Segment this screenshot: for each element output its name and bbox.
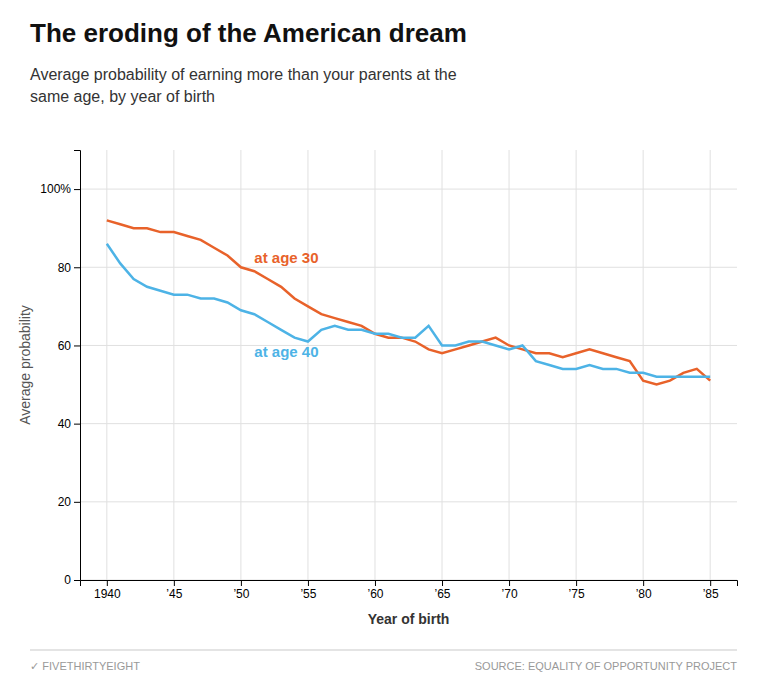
grid-line-x (240, 150, 241, 580)
footer-rule (30, 650, 737, 651)
x-tick-mark (174, 580, 175, 586)
x-tick-label: ’60 (367, 587, 383, 601)
grid-line-x (576, 150, 577, 580)
grid-line-x (442, 150, 443, 580)
y-tick: 80 (58, 261, 80, 275)
x-tick: ’45 (166, 580, 182, 601)
x-tick: 1940 (94, 580, 121, 601)
subtitle-line: same age, by year of birth (30, 88, 215, 105)
x-tick-label: ’50 (233, 587, 249, 601)
x-tick: ’55 (300, 580, 316, 601)
x-tick-label: ’80 (636, 587, 652, 601)
y-tick: 60 (58, 339, 80, 353)
x-tick: ’50 (233, 580, 249, 601)
series-line (107, 220, 710, 384)
x-tick-mark (576, 580, 577, 586)
grid-line-x (710, 150, 711, 580)
x-tick-label: ’45 (166, 587, 182, 601)
y-tick-label: 100% (40, 182, 71, 196)
y-tick-mark (74, 345, 80, 346)
x-tick-label: ’85 (703, 587, 719, 601)
footer-text: ✓ FIVETHIRTYEIGHT (30, 660, 140, 672)
y-tick: 0 (64, 573, 80, 587)
x-tick: ’75 (569, 580, 585, 601)
y-tick-mark (74, 580, 80, 581)
y-tick-label: 80 (58, 261, 72, 275)
x-tick-mark (710, 580, 711, 586)
x-tick: ’70 (502, 580, 518, 601)
grid-line-x (374, 150, 375, 580)
y-tick-label: 0 (64, 573, 71, 587)
x-tick: ’80 (636, 580, 652, 601)
x-tick-label: ’75 (569, 587, 585, 601)
x-axis-title: Year of birth (368, 611, 450, 627)
subtitle: Average probability of earning more than… (30, 66, 457, 105)
x-tick-mark (509, 580, 510, 586)
footer-text: SOURCE: EQUALITY OF OPPORTUNITY PROJECT (475, 660, 737, 672)
annotation: at age 30 (254, 249, 318, 266)
series-line (107, 244, 710, 377)
subtitle-line: Average probability of earning more than… (30, 66, 457, 83)
y-tick-mark (74, 267, 80, 268)
x-axis: 1940 ’45 ’50 ’55 ’60 ’65 ’70 ’75 ’80 ’85 (81, 580, 738, 601)
title: The eroding of the American dream (30, 18, 467, 48)
x-tick: ’60 (367, 580, 383, 601)
x-tick-mark (107, 580, 108, 586)
annotation: at age 40 (254, 343, 318, 360)
x-tick-label: ’55 (300, 587, 316, 601)
grid-line-x (307, 150, 308, 580)
grid-line-x (173, 150, 174, 580)
grid-line-y (80, 501, 737, 502)
y-tick-mark (74, 502, 80, 503)
x-tick-label: ’70 (502, 587, 518, 601)
x-tick-mark (308, 580, 309, 586)
x-tick-mark (241, 580, 242, 586)
x-tick-label: 1940 (94, 587, 121, 601)
x-axis-line (81, 581, 738, 587)
x-tick-mark (643, 580, 644, 586)
plot: 1940 ’45 ’50 ’55 ’60 ’65 ’70 ’75 ’80 ’85 0 20 40 60 80… (17, 150, 738, 627)
chart: The eroding of the American dream Average… (0, 0, 767, 690)
y-tick-label: 60 (58, 339, 72, 353)
y-tick: 40 (58, 417, 80, 431)
y-tick-label: 20 (58, 495, 72, 509)
y-axis-title: Average probability (17, 305, 33, 425)
y-tick-label: 40 (58, 417, 72, 431)
y-tick: 20 (58, 495, 80, 509)
grid (80, 150, 737, 580)
x-tick-mark (375, 580, 376, 586)
grid-line-x (106, 150, 107, 580)
grid-line-x (509, 150, 510, 580)
x-tick: ’65 (435, 580, 451, 601)
y-tick-mark (74, 189, 80, 190)
grid-line-x (643, 150, 644, 580)
y-tick: 100% (40, 182, 80, 196)
grid-line-y (80, 423, 737, 424)
lines (107, 220, 710, 384)
x-tick-mark (442, 580, 443, 586)
grid-line-y (80, 189, 737, 190)
y-axis: 0 20 40 60 80 100% (40, 151, 80, 588)
grid-line-y (80, 345, 737, 346)
y-tick-mark (74, 424, 80, 425)
y-axis-line (74, 151, 81, 581)
grid-line-y (80, 267, 737, 268)
x-tick-label: ’65 (435, 587, 451, 601)
x-tick: ’85 (703, 580, 719, 601)
